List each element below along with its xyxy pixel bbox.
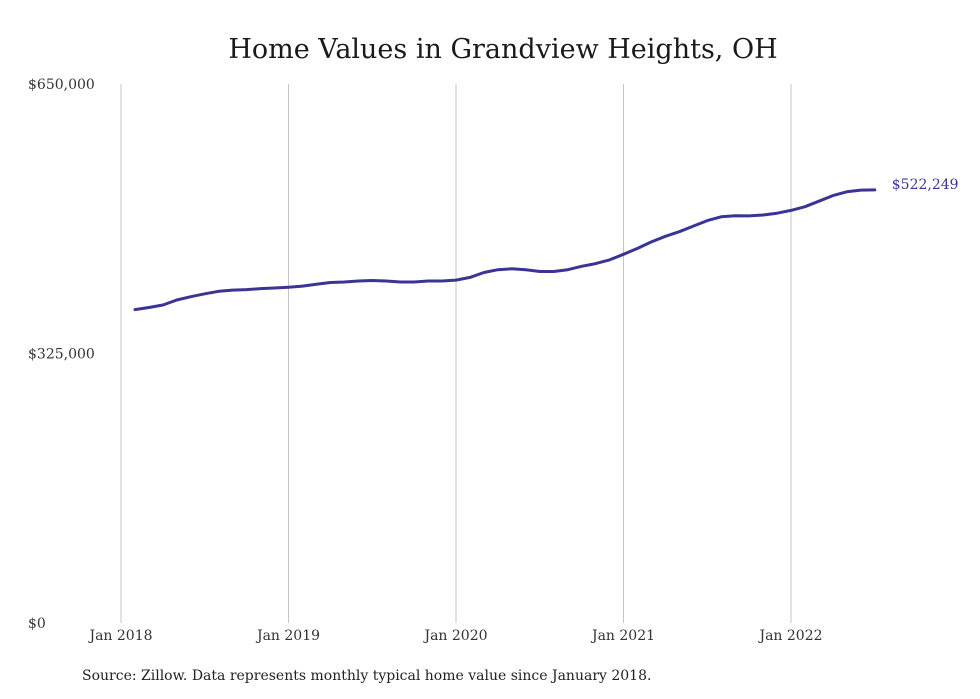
x-axis: Jan 2018 Jan 2019 Jan 2020 Jan 2021 Jan 2022: [87, 628, 822, 644]
y-tick-label: $325,000: [28, 347, 95, 363]
vertical-gridlines: [120, 84, 792, 623]
series-group: [133, 188, 877, 312]
x-tick-label: Jan 2018: [87, 628, 152, 644]
y-axis: $0 $325,000 $650,000: [28, 77, 95, 632]
chart-title: Home Values in Grandview Heights, OH: [228, 34, 777, 65]
y-tick-label: $650,000: [28, 77, 95, 93]
source-note: Source: Zillow. Data represents monthly …: [82, 668, 652, 684]
x-tick-label: Jan 2021: [590, 628, 655, 644]
series-line: [133, 188, 877, 312]
x-tick-label: Jan 2019: [255, 628, 320, 644]
y-tick-label: $0: [28, 616, 46, 632]
x-tick-label: Jan 2020: [422, 628, 487, 644]
x-tick-label: Jan 2022: [757, 628, 822, 644]
end-value-label: $522,249: [892, 177, 959, 193]
